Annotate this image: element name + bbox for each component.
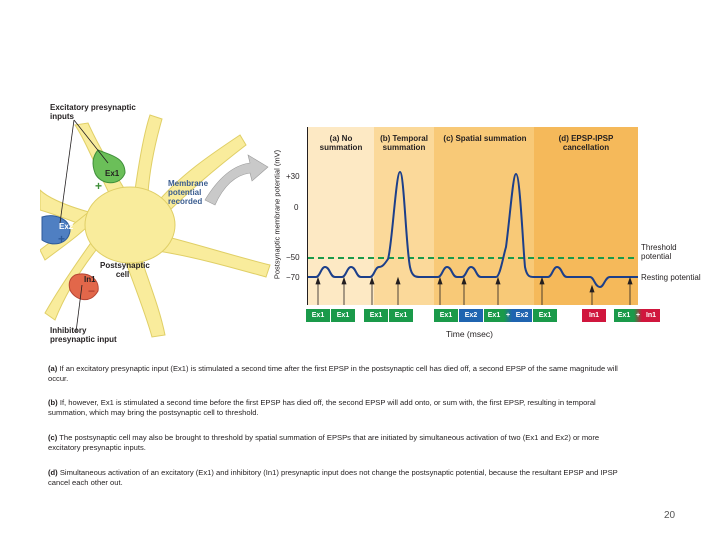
chip-ex1-b1: Ex1 bbox=[364, 309, 388, 322]
ex2-terminal bbox=[41, 215, 71, 245]
membrane-label: Membrane potential recorded bbox=[168, 179, 209, 206]
page-number: 20 bbox=[664, 510, 676, 521]
panel-a-header: (a) No summation bbox=[319, 134, 363, 152]
excitatory-label: Excitatory presynaptic inputs bbox=[50, 103, 136, 121]
in1-label: In1 bbox=[84, 275, 96, 284]
y-axis-label: Postsynaptic membrane potential (mV) bbox=[272, 149, 282, 280]
ytick-0: 0 bbox=[294, 203, 299, 212]
chip-ex1-a2: Ex1 bbox=[331, 309, 355, 322]
panel-c-bg bbox=[434, 127, 534, 305]
ytick-minus50: −50 bbox=[286, 253, 300, 262]
chip-in1-d1: In1 bbox=[582, 309, 606, 322]
chip-ex1-c1: Ex1 bbox=[434, 309, 458, 322]
ex1-plus: + bbox=[95, 179, 103, 193]
membrane-trace bbox=[308, 170, 638, 289]
panel-b-header: (b) Temporal summation bbox=[380, 134, 428, 152]
ex1-terminal bbox=[92, 149, 126, 184]
chip-ex1-d2: Ex1 bbox=[614, 309, 634, 322]
caption-b: (b) If, however, Ex1 is stimulated a sec… bbox=[48, 398, 596, 417]
ytick-plus30: +30 bbox=[286, 172, 300, 181]
chip-ex2-c2: Ex2 bbox=[512, 309, 532, 322]
chip-in1-d2: In1 bbox=[642, 309, 660, 322]
postsynaptic-label: Postsynaptic cell bbox=[100, 261, 150, 279]
panel-b-bg bbox=[374, 127, 434, 305]
caption-a: (a) If an excitatory presynaptic input (… bbox=[48, 364, 618, 383]
in1-minus: − bbox=[88, 284, 96, 298]
ex1-label: Ex1 bbox=[105, 169, 120, 178]
ytick-minus70: −70 bbox=[286, 273, 300, 282]
chip-ex1-a1: Ex1 bbox=[306, 309, 330, 322]
caption-c: (c) The postsynaptic cell may also be br… bbox=[48, 433, 600, 452]
chip-ex1-c2: Ex1 bbox=[484, 309, 504, 322]
stimulus-arrows bbox=[315, 276, 633, 305]
membrane-trace-plot bbox=[308, 170, 638, 305]
resting-label: Resting potential bbox=[641, 273, 701, 282]
ex2-label: Ex2 bbox=[59, 222, 74, 231]
in1-terminal bbox=[68, 273, 99, 300]
chip-ex2-c1: Ex2 bbox=[459, 309, 483, 322]
chip-plus-d: + bbox=[634, 309, 642, 322]
inhibitory-label: Inhibitory presynaptic input bbox=[50, 326, 117, 344]
chip-ex1-b2: Ex1 bbox=[389, 309, 413, 322]
y-axis bbox=[307, 127, 308, 305]
x-axis-label: Time (msec) bbox=[446, 329, 493, 339]
chip-ex1-d1: Ex1 bbox=[533, 309, 557, 322]
chip-plus-c: + bbox=[504, 309, 512, 322]
ex2-plus: + bbox=[58, 232, 66, 246]
panel-c-header: (c) Spatial summation bbox=[443, 134, 527, 143]
neuron-illustration bbox=[40, 114, 271, 338]
panel-d-header: (d) EPSP-IPSP cancellation bbox=[558, 134, 614, 152]
caption-d: (d) Simultaneous activation of an excita… bbox=[48, 468, 618, 487]
recording-arrow bbox=[204, 154, 269, 206]
threshold-label: Threshold potential bbox=[641, 243, 677, 261]
